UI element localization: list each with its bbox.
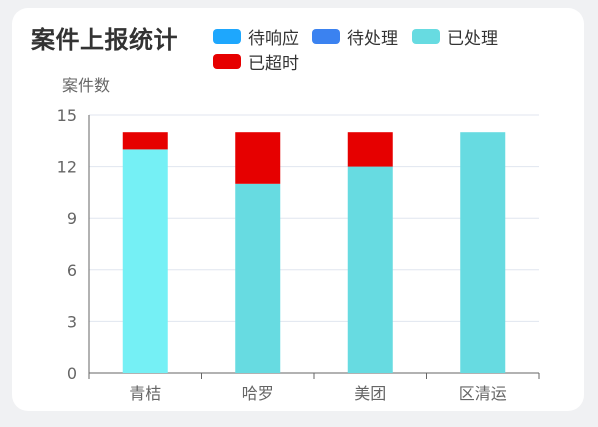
legend-item-pending-process[interactable]: 待处理 [312,24,398,49]
y-tick-label: 15 [57,106,77,125]
y-axis-title: 案件数 [62,76,111,95]
legend-label: 已处理 [447,29,498,49]
legend-swatch [312,29,340,44]
bar-已超时 [235,132,281,184]
chart-title: 案件上报统计 [31,26,178,54]
legend-label: 待响应 [248,29,299,49]
bar-已处理 [460,132,506,373]
x-tick-label: 哈罗 [242,384,274,403]
bar-已超时 [122,132,168,150]
bar-已处理 [347,166,393,373]
legend-item-pending-response[interactable]: 待响应 [213,24,299,49]
y-tick-label: 0 [67,364,77,383]
y-tick-label: 12 [57,158,77,177]
y-tick-label: 3 [67,312,77,331]
y-tick-label: 9 [67,209,77,228]
bar-已处理 [122,149,168,373]
legend-swatch [412,29,440,44]
legend-item-processed[interactable]: 已处理 [412,24,498,49]
x-tick-label: 青桔 [129,384,161,403]
legend-item-overdue[interactable]: 已超时 [213,49,299,74]
legend-swatch [213,29,241,44]
y-tick-label: 6 [67,261,77,280]
legend-label: 待处理 [347,29,398,49]
legend-label: 已超时 [248,54,299,74]
x-tick-label: 区清运 [459,384,507,403]
legend-swatch [213,54,241,69]
bar-已超时 [347,132,393,167]
bar-已处理 [235,183,281,373]
x-tick-label: 美团 [354,384,386,403]
